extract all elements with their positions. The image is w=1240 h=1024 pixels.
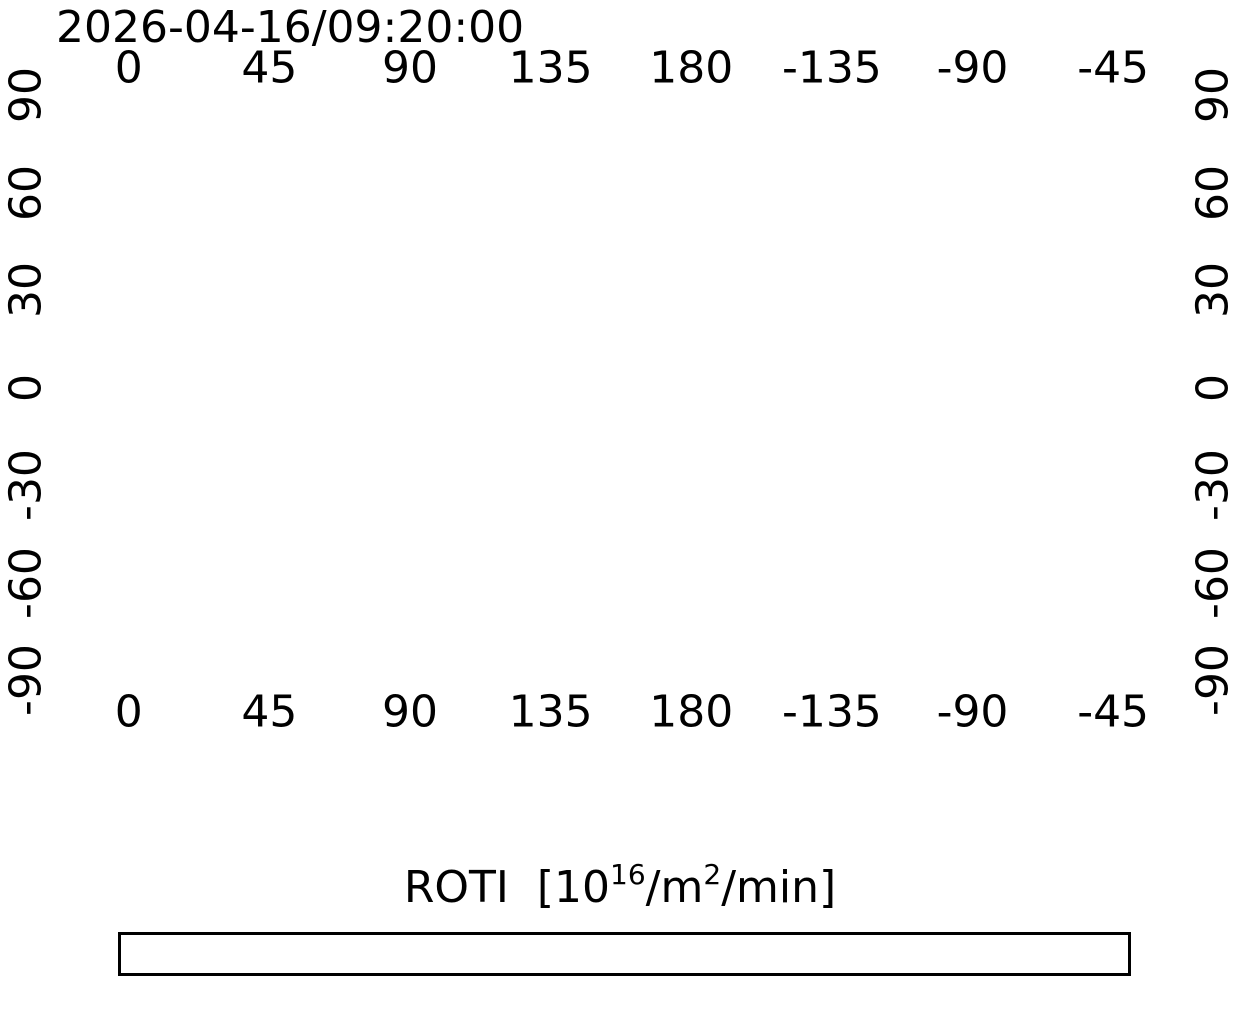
lon-tick-bottom: -45 (1077, 686, 1150, 738)
lat-tick-right: 0 (1187, 373, 1239, 402)
lon-tick-bottom: 45 (241, 686, 298, 738)
lon-tick-top: 180 (649, 42, 734, 94)
lon-tick-top: -45 (1077, 42, 1150, 94)
lon-tick-bottom: 90 (382, 686, 438, 738)
lat-tick-left: 30 (0, 262, 52, 318)
lat-tick-right: 60 (1187, 164, 1239, 221)
lat-tick-left: -60 (0, 546, 52, 619)
colorbar-title: ROTI [1016/m2/min] (403, 858, 837, 913)
lon-tick-bottom: 135 (508, 686, 593, 738)
lat-tick-left: 60 (0, 164, 52, 221)
timestamp-title: 2026-04-16/09:20:00 (56, 2, 525, 53)
world-roti-map (60, 95, 1185, 680)
lat-tick-right: -90 (1187, 644, 1239, 716)
lon-tick-bottom: 180 (649, 686, 734, 738)
lon-tick-top: 90 (382, 42, 438, 94)
lat-tick-right: 30 (1187, 262, 1239, 318)
lon-tick-top: -90 (936, 42, 1009, 94)
lon-tick-bottom: -90 (936, 686, 1009, 738)
lat-tick-right: 90 (1187, 67, 1239, 123)
lat-tick-left: 90 (0, 67, 52, 123)
lon-tick-bottom: -135 (781, 686, 882, 738)
lat-tick-left: 0 (0, 373, 52, 402)
lat-tick-right: -30 (1187, 449, 1239, 521)
lon-tick-top: 135 (508, 42, 593, 94)
lat-tick-left: -30 (0, 449, 52, 521)
lat-tick-left: -90 (0, 644, 52, 716)
lat-tick-right: -60 (1187, 546, 1239, 619)
roti-colorbar (118, 932, 1131, 976)
lon-tick-top: 45 (241, 42, 298, 94)
lon-tick-top: -135 (781, 42, 882, 94)
lon-tick-bottom: 0 (114, 686, 143, 738)
lon-tick-top: 0 (114, 42, 143, 94)
